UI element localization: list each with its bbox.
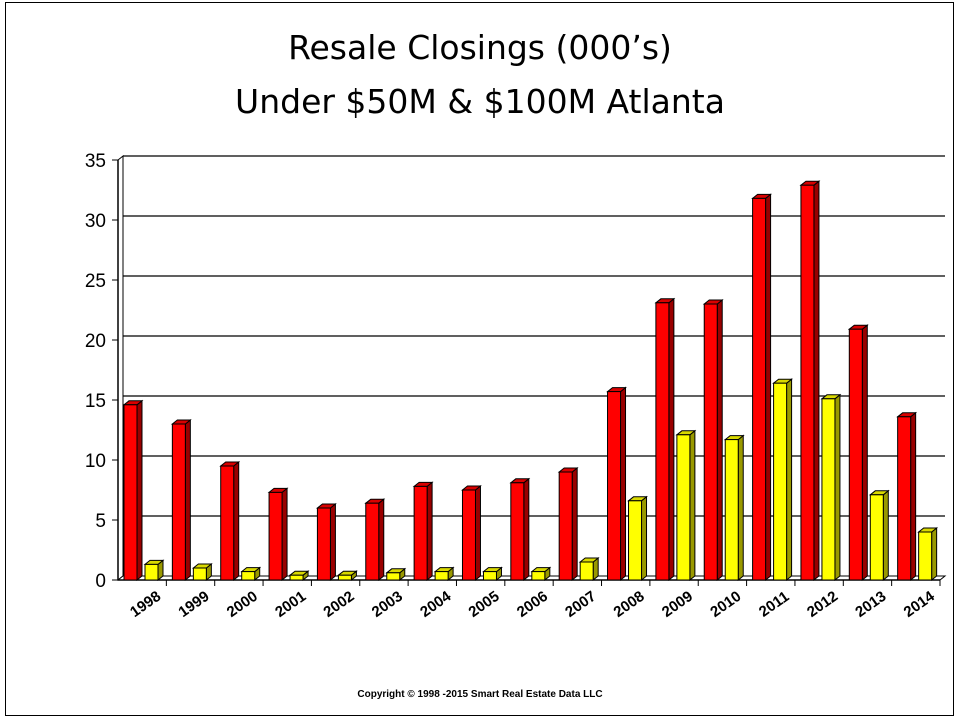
bar-2003-s2 bbox=[385, 567, 407, 582]
bar-2013-s1 bbox=[847, 324, 869, 582]
x-tick-label: 2012 bbox=[804, 588, 841, 621]
x-tick-label: 2005 bbox=[466, 588, 503, 621]
bar-2011-s2 bbox=[772, 378, 794, 582]
x-tick-label: 2009 bbox=[659, 588, 696, 621]
bar-2004-s2 bbox=[433, 566, 455, 582]
bar-1998-s2 bbox=[143, 559, 165, 582]
bar-2012-s2 bbox=[820, 393, 842, 582]
x-tick-label: 2001 bbox=[272, 588, 309, 621]
bar-2000-s2 bbox=[240, 566, 262, 582]
y-tick-label: 15 bbox=[85, 391, 106, 412]
bar-2009-s1 bbox=[654, 297, 676, 582]
x-tick-label: 2011 bbox=[756, 588, 792, 621]
slide-frame bbox=[5, 2, 954, 716]
bar-2002-s1 bbox=[315, 502, 337, 582]
bar-2014-s2 bbox=[917, 526, 939, 582]
bar-2004-s1 bbox=[412, 481, 434, 582]
bar-2008-s2 bbox=[627, 495, 648, 582]
bar-1998-s1 bbox=[122, 399, 144, 582]
x-tick-label: 2002 bbox=[320, 588, 357, 621]
x-tick-label: 1999 bbox=[175, 588, 212, 621]
copyright-notice: Copyright © 1998 -2015 Smart Real Estate… bbox=[357, 689, 603, 700]
x-tick-label: 2004 bbox=[417, 587, 455, 620]
y-tick-label: 5 bbox=[95, 511, 106, 532]
bar-1999-s1 bbox=[170, 418, 192, 582]
bar-1999-s2 bbox=[191, 562, 213, 582]
chart-title-line1: Resale Closings (000’s) bbox=[288, 28, 672, 67]
y-tick-label: 25 bbox=[85, 271, 106, 292]
x-tick-label: 2007 bbox=[562, 588, 599, 621]
chart-title-line2: Under $50M & $100M Atlanta bbox=[235, 82, 725, 121]
y-tick-label: 30 bbox=[85, 211, 106, 232]
x-tick-label: 2013 bbox=[852, 588, 889, 621]
bar-2007-s1 bbox=[557, 466, 579, 582]
bar-2006-s1 bbox=[509, 477, 531, 582]
bar-2001-s2 bbox=[288, 570, 310, 582]
bar-2005-s1 bbox=[461, 484, 482, 582]
bar-2003-s1 bbox=[364, 498, 386, 582]
x-tick-label: 2006 bbox=[514, 588, 551, 621]
bar-2006-s2 bbox=[530, 566, 552, 582]
y-tick-label: 20 bbox=[85, 331, 106, 352]
bar-2014-s1 bbox=[896, 411, 918, 582]
x-tick-label: 2003 bbox=[369, 588, 406, 621]
bar-2009-s2 bbox=[675, 429, 697, 582]
bar-2013-s2 bbox=[868, 489, 890, 582]
y-tick-label: 10 bbox=[85, 451, 106, 472]
bar-2007-s2 bbox=[578, 556, 600, 582]
x-tick-label: 2000 bbox=[224, 588, 261, 621]
bar-2010-s1 bbox=[702, 298, 724, 582]
x-tick-label: 2010 bbox=[707, 588, 744, 621]
bar-2011-s1 bbox=[751, 193, 773, 582]
bars bbox=[122, 180, 939, 582]
bar-2005-s2 bbox=[482, 566, 503, 582]
bar-2001-s1 bbox=[267, 487, 289, 582]
x-tick-label: 2014 bbox=[901, 587, 939, 620]
y-tick-label: 0 bbox=[95, 571, 106, 592]
bar-2008-s1 bbox=[606, 386, 627, 582]
bar-2012-s1 bbox=[799, 180, 821, 582]
x-tick-label: 1998 bbox=[127, 588, 164, 621]
y-tick-label: 35 bbox=[85, 151, 106, 172]
x-tick-label: 2008 bbox=[611, 588, 648, 621]
bar-2000-s1 bbox=[219, 460, 241, 582]
bar-2010-s2 bbox=[723, 434, 745, 582]
bar-2002-s2 bbox=[336, 570, 358, 582]
